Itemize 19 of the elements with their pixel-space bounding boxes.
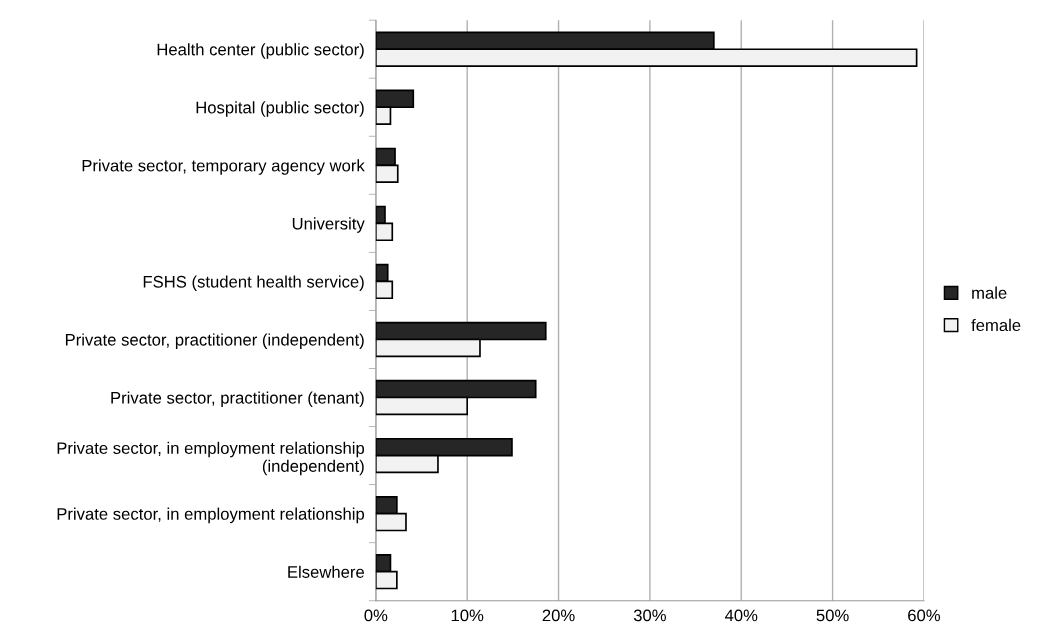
y-tick-label: Private sector, in employment relationship (independent) <box>57 441 365 476</box>
x-tick-label: 10% <box>451 609 484 622</box>
x-tick-label: 50% <box>816 609 849 622</box>
legend-label: female <box>971 318 1021 332</box>
x-tick-label: 40% <box>724 609 758 622</box>
x-tick-label: 0% <box>364 609 388 622</box>
y-tick-label: FSHS (student health service) <box>143 275 364 291</box>
x-tick-label: 20% <box>542 609 575 622</box>
y-tick-label: Private sector, temporary agency work <box>82 159 365 175</box>
x-tick-label: 30% <box>633 609 666 622</box>
legend-label: male <box>972 286 1007 299</box>
x-tick-label: 60% <box>908 609 941 622</box>
y-tick-label: Elsewhere <box>288 565 364 578</box>
y-tick-label: University <box>292 217 365 233</box>
y-tick-label: Health center (public sector) <box>157 43 364 59</box>
y-tick-label: Hospital (public sector) <box>196 101 364 117</box>
y-tick-label: Private sector, practitioner (tenant) <box>111 391 364 408</box>
y-tick-label: Private sector, practitioner (independent) <box>65 333 364 349</box>
y-tick-label: Private sector, in employment relationship <box>57 507 365 524</box>
